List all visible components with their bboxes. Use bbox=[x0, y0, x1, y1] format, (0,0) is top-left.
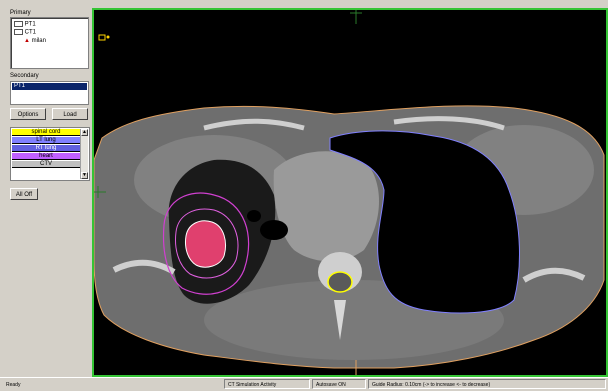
rib bbox=[203, 118, 305, 131]
patient-icon: ▲ bbox=[24, 38, 30, 44]
tree-item-pt1[interactable]: PT1 bbox=[14, 21, 36, 28]
mediastinum bbox=[273, 151, 379, 262]
orientation-icon[interactable] bbox=[98, 34, 106, 41]
image-series-icon bbox=[14, 29, 23, 35]
structure-item-ctv[interactable]: CTV bbox=[12, 161, 80, 168]
orientation-icon bbox=[106, 35, 110, 39]
ptv-inner-contour bbox=[175, 208, 239, 279]
control-panel: Primary PT1 CT1 ▲ milan Secondary PT1 Op… bbox=[0, 0, 92, 377]
image-series-icon bbox=[14, 21, 23, 27]
rib bbox=[393, 116, 505, 131]
left-lung-contour bbox=[329, 130, 520, 314]
structure-item-lt-lung[interactable]: LT lung bbox=[12, 137, 80, 144]
tree-item-ct1[interactable]: CT1 bbox=[14, 29, 36, 36]
tumor-region bbox=[185, 220, 226, 268]
ct-viewport[interactable] bbox=[92, 8, 608, 377]
all-off-button[interactable]: All Off bbox=[10, 188, 38, 200]
structure-item-rt-lung[interactable]: RT lung bbox=[12, 145, 80, 152]
status-autosave: Autosave ON bbox=[312, 379, 366, 389]
secondary-label: Secondary bbox=[10, 73, 39, 79]
airway bbox=[247, 210, 261, 222]
secondary-list[interactable]: PT1 bbox=[10, 81, 89, 105]
status-activity: CT Simulation Activity bbox=[224, 379, 310, 389]
ptv-outer-contour bbox=[162, 192, 250, 295]
load-button[interactable]: Load bbox=[52, 108, 88, 120]
structure-list[interactable]: spinal cord LT lung RT lung heart CTV ▲ … bbox=[10, 127, 90, 181]
spinous-process bbox=[334, 300, 346, 340]
spinal-canal bbox=[327, 271, 353, 293]
structure-item-heart[interactable]: heart bbox=[12, 153, 80, 160]
primary-label: Primary bbox=[10, 10, 31, 16]
airway bbox=[260, 220, 288, 240]
scroll-up-icon[interactable]: ▲ bbox=[81, 129, 88, 136]
options-button[interactable]: Options bbox=[10, 108, 46, 120]
status-bar: Ready CT Simulation Activity Autosave ON… bbox=[0, 377, 608, 391]
scroll-down-icon[interactable]: ▼ bbox=[81, 172, 88, 179]
primary-tree[interactable]: PT1 CT1 ▲ milan bbox=[10, 17, 89, 69]
structure-item-spinal-cord[interactable]: spinal cord bbox=[12, 129, 80, 136]
status-ready: Ready bbox=[6, 382, 21, 388]
structure-scrollbar[interactable]: ▲ ▼ bbox=[80, 129, 88, 179]
rib bbox=[522, 267, 586, 283]
ct-axial-image[interactable] bbox=[94, 10, 606, 375]
status-guide-radius: Guide Radius: 0.10cm (-> to increase <- … bbox=[368, 379, 606, 389]
secondary-selected-item[interactable]: PT1 bbox=[12, 83, 87, 90]
tree-item-patient[interactable]: ▲ milan bbox=[24, 38, 46, 44]
